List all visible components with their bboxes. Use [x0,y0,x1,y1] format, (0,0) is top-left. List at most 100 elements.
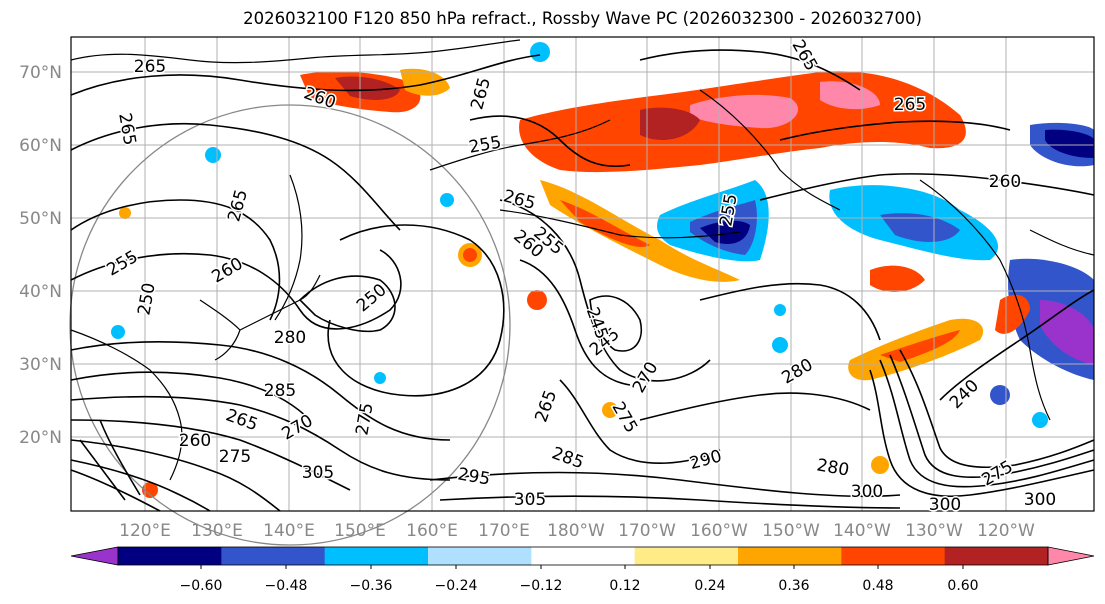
colorbar-segment [738,547,842,565]
lat-tick-label: 70°N [19,63,62,83]
coastlines [70,39,1095,481]
colorbar-tick-label: 0.60 [947,578,978,594]
contour-line [699,282,881,341]
contour-line [70,122,401,231]
contour-value-label: 275 [219,447,251,467]
coastline-china [70,329,183,481]
contour-line [429,471,901,498]
lat-tick-label: 30°N [19,355,62,375]
contour-line [939,289,1095,401]
colorbar-tick-label: 0.48 [862,578,893,594]
colorbar-tick-label: −0.48 [265,578,308,594]
contour-line [70,419,351,491]
lon-tick-label: 120°E [119,521,171,541]
contour-line [70,54,541,96]
colorbar-tick-label: −0.36 [350,578,393,594]
contour-line [499,199,711,382]
colorbar-segment [531,547,636,565]
contour-value-label: 305 [514,490,546,510]
contour-line [519,259,631,386]
contour-line [889,354,1095,479]
contour-value-label: 265 [894,95,926,115]
coastline-korea [199,299,241,361]
refractivity-contours [70,49,1095,512]
contour-line [70,371,311,421]
map-gridlines [71,37,1094,511]
colorbar-border [117,546,1049,566]
contour-line [469,115,631,168]
coastline-japan [239,274,321,331]
contour-line [70,249,402,330]
lon-tick-label: 160°W [690,521,748,541]
contour-line [70,199,281,321]
lat-tick-label: 60°N [19,136,62,156]
lon-tick-label: 140°E [263,521,315,541]
colorbar-extend-max [1047,546,1095,566]
lat-tick-label: 20°N [19,428,62,448]
coastline-alaska [699,89,841,211]
contour-value-label: 305 [302,463,334,483]
contour-value-label: 300 [851,482,883,502]
contour-line [70,395,451,481]
contour-value-label: 260 [989,172,1021,192]
contour-line [298,275,396,333]
lon-tick-label: 160°E [406,521,458,541]
colorbar-segment [428,547,532,565]
colorbar-tick-label: 0.36 [778,578,809,594]
contour-value-label: 300 [1024,490,1056,510]
colorbar-tick-label: 0.24 [694,578,725,594]
contour-line [589,295,642,352]
reference-circle [69,104,511,546]
contour-value-label: 280 [274,328,306,348]
contour-line [327,224,505,397]
lon-tick-label: 140°W [833,521,891,541]
contour-line [869,369,1095,498]
lon-tick-label: 120°W [977,521,1035,541]
colorbar-segment [944,547,1049,565]
colorbar-tick-label: 0.12 [609,578,640,594]
contour-line [70,469,161,512]
contour-value-label: 265 [134,57,166,77]
lat-tick-label: 40°N [19,282,62,302]
colorbar-tick-label: −0.24 [435,578,478,594]
lon-tick-label: 170°W [618,521,676,541]
contour-line [70,340,451,441]
colorbar-segment [841,547,946,565]
lon-tick-label: 150°E [334,521,386,541]
colorbar [70,546,1095,566]
contour-line [639,49,861,91]
lon-tick-label: 180°W [547,521,605,541]
contour-value-label: 300 [929,495,961,515]
lon-tick-label: 130°W [905,521,963,541]
latitude-axis: 70°N 60°N 50°N 40°N 30°N 20°N [19,63,62,448]
colorbar-extend-min [70,546,119,566]
contour-line [639,392,871,421]
map-panel: 2652602652652552652602652502802852652752… [69,35,1095,546]
colorbar-segment [324,547,429,565]
contour-line [779,120,1011,141]
contour-line [79,439,126,501]
coastline-kamchatka [429,119,611,171]
lat-tick-label: 50°N [19,209,62,229]
contour-line [759,173,1095,201]
map-frame [70,36,1095,512]
lon-tick-label: 170°E [478,521,530,541]
colorbar-ticks: −0.60 −0.48 −0.36 −0.24 −0.12 0.12 0.24 0.36 0.4… [180,565,979,594]
lon-tick-label: 130°E [191,521,243,541]
colorbar-segment [634,547,739,565]
contour-line [559,379,721,464]
contour-value-label: 285 [264,381,296,401]
colorbar-tick-label: −0.60 [180,578,223,594]
colorbar-segment [221,547,326,565]
chart-title: 2026032100 F120 850 hPa refract., Rossby… [243,9,922,28]
coastline-na-west [919,179,1051,421]
contour-line [99,419,141,496]
colorbar-tick-label: −0.12 [520,578,563,594]
lon-tick-label: 150°W [762,521,820,541]
coastline [70,39,521,64]
coastline-japan [274,174,303,321]
coastline-aleutians [499,209,741,239]
contour-value-label: 250 [134,281,159,316]
coastline-bc [1029,229,1095,256]
